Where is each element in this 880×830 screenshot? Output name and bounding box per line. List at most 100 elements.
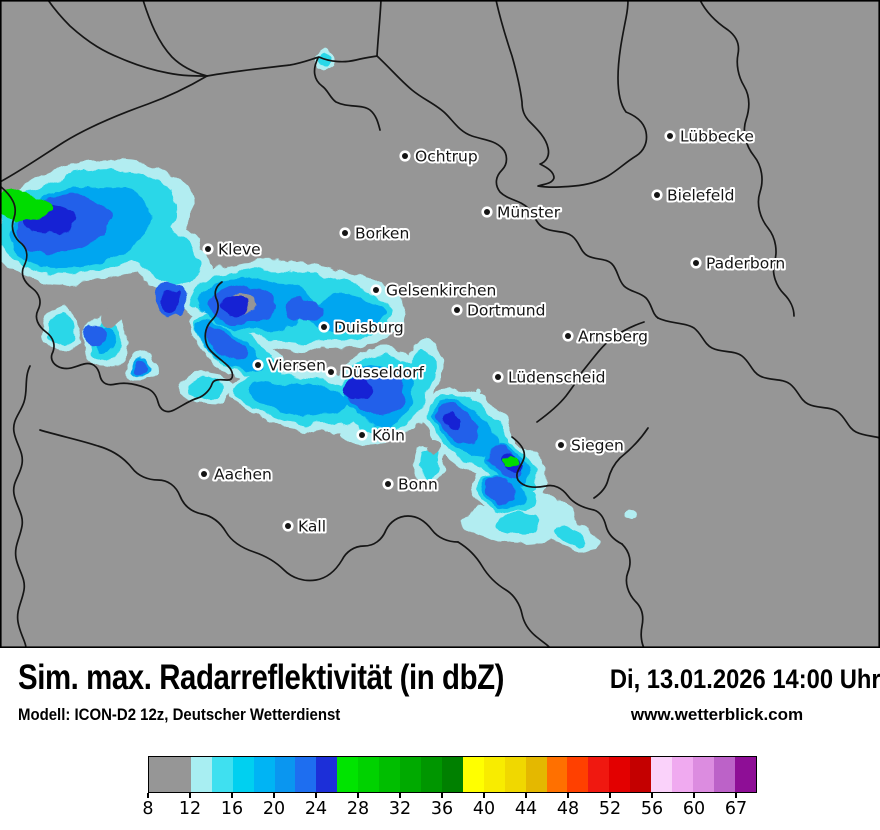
caption-right: Di, 13.01.2026 14:00 Uhr www.wetterblick…: [576, 664, 880, 725]
colorbar-tick: 12: [178, 799, 202, 819]
precip-cell: [204, 328, 248, 362]
city-dot: [328, 369, 334, 375]
precip-cell: [498, 513, 542, 535]
colorbar-segment-16: [232, 757, 254, 792]
city-marker-mnster: Münster: [481, 202, 563, 224]
city-dot: [654, 192, 660, 198]
city-marker-lbbecke: Lübbecke: [664, 126, 756, 148]
city-dot: [385, 481, 391, 487]
colorbar-tick: 28: [346, 799, 370, 819]
city-dot: [285, 523, 291, 529]
caption-left: Sim. max. Radarreflektivität (in dbZ) Mo…: [18, 658, 597, 725]
city-label: Kall: [298, 518, 326, 536]
radar-map: Ochtrup Lübbecke Münster Bielefeld Borken Kle…: [0, 0, 880, 648]
city-marker-arnsberg: Arnsberg: [562, 326, 650, 348]
border-line: [657, 317, 880, 439]
city-label: Kleve: [218, 241, 261, 259]
reflectivity-colorbar: [148, 756, 757, 793]
city-dot: [484, 209, 490, 215]
city-label: Borken: [355, 225, 409, 243]
model-subtitle: Modell: ICON-D2 12z, Deutscher Wetterdie…: [18, 705, 341, 724]
city-dot: [201, 471, 207, 477]
colorbar-segment-52: [609, 757, 631, 792]
border-line: [376, 55, 659, 319]
precip-cell: [473, 389, 479, 395]
city-marker-siegen: Siegen: [555, 435, 626, 457]
colorbar-tickmark: [651, 793, 653, 798]
precip-cell: [483, 476, 517, 502]
colorbar-segment-12: [190, 757, 212, 792]
precip-cell: [554, 526, 586, 546]
colorbar-segment-54: [630, 757, 652, 792]
city-marker-bielefeld: Bielefeld: [651, 185, 736, 207]
colorbar-tickmark: [231, 793, 233, 798]
precipitation-layer: [0, 46, 637, 551]
colorbar-segment-58: [672, 757, 693, 792]
city-labels-layer: Ochtrup Lübbecke Münster Bielefeld Borken Kle…: [198, 126, 787, 538]
city-dot: [693, 260, 699, 266]
city-dot: [255, 362, 261, 368]
border-line: [313, 57, 381, 131]
border-line: [0, 75, 208, 183]
precip-cell: [223, 297, 251, 315]
valid-datetime: Di, 13.01.2026 14:00 Uhr: [609, 664, 880, 694]
colorbar-segment-20: [274, 757, 296, 792]
border-line: [621, 543, 645, 648]
border-line: [593, 427, 649, 499]
colorbar-segment-18: [253, 757, 275, 792]
precip-cell: [503, 457, 521, 467]
city-label: Aachen: [214, 466, 272, 484]
colorbar-segment-8: [149, 757, 191, 792]
colorbar-segment-46: [546, 757, 568, 792]
border-line: [12, 365, 31, 648]
city-label: Lüdenscheid: [508, 369, 606, 387]
colorbar-segment-28: [358, 757, 380, 792]
city-marker-viersen: Viersen: [252, 355, 328, 377]
colorbar-segment-14: [211, 757, 233, 792]
colorbar-tickmark: [399, 793, 401, 798]
colorbar-tick: 8: [142, 799, 154, 819]
city-dot: [558, 442, 564, 448]
precip-cell: [102, 307, 122, 327]
precip-cell: [343, 377, 373, 399]
city-dot: [565, 333, 571, 339]
colorbar-tickmark: [189, 793, 191, 798]
colorbar-tick: 44: [514, 799, 538, 819]
colorbar-tick: 32: [388, 799, 412, 819]
page-title: Sim. max. Radarreflektivität (in dbZ): [18, 658, 505, 697]
colorbar-tickmark: [483, 793, 485, 798]
city-marker-borken: Borken: [339, 223, 411, 245]
border-line: [142, 0, 208, 77]
precip-cell: [176, 224, 188, 232]
border-line: [495, 0, 648, 188]
border-line: [0, 185, 234, 413]
city-dot: [359, 432, 365, 438]
city-dot: [321, 324, 327, 330]
website-label: www.wetterblick.com: [630, 705, 804, 724]
radar-map-canvas: Ochtrup Lübbecke Münster Bielefeld Borken Kle…: [0, 0, 880, 648]
colorbar-tickmark: [441, 793, 443, 798]
colorbar-tickmark: [567, 793, 569, 798]
colorbar-segment-60: [692, 757, 714, 792]
reflectivity-26-30-dbz: [0, 188, 521, 467]
city-label: Arnsberg: [578, 328, 648, 346]
colorbar-segment-48: [567, 757, 589, 792]
precip-cell: [250, 380, 350, 416]
colorbar-segment-26: [337, 757, 359, 792]
city-marker-kleve: Kleve: [202, 239, 263, 261]
colorbar-segment-34: [421, 757, 442, 792]
precip-cell: [157, 313, 183, 339]
colorbar-segment-42: [504, 757, 526, 792]
colorbar-segment-24: [316, 757, 338, 792]
colorbar-tick: 48: [556, 799, 580, 819]
border-line: [47, 0, 208, 77]
border-line: [457, 541, 551, 648]
city-marker-kall: Kall: [282, 516, 328, 538]
city-marker-aachen: Aachen: [198, 464, 274, 486]
colorbar-tickmark: [315, 793, 317, 798]
city-label: Dortmund: [467, 302, 545, 320]
border-line: [511, 436, 623, 545]
precip-cell: [162, 289, 182, 311]
reflectivity-legend: 8 12 16 20 24 28 32 36 40 44 48 52 56 60 67: [0, 745, 880, 830]
city-marker-bonn: Bonn: [382, 474, 440, 496]
